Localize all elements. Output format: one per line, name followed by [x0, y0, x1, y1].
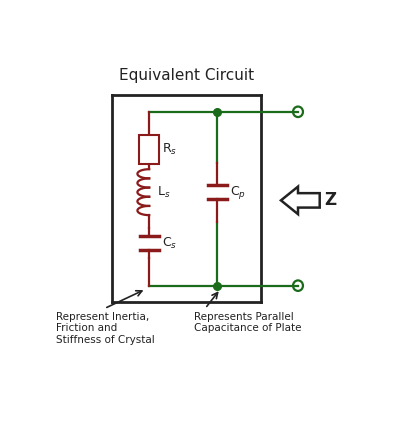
Text: Represent Inertia,
Friction and
Stiffness of Crystal: Represent Inertia, Friction and Stiffnes… — [56, 312, 155, 345]
Bar — [139, 135, 159, 164]
Polygon shape — [281, 187, 320, 214]
Text: L$_s$: L$_s$ — [157, 184, 170, 200]
Text: Z: Z — [324, 191, 336, 209]
Text: Equivalent Circuit: Equivalent Circuit — [119, 68, 254, 83]
Text: R$_s$: R$_s$ — [162, 142, 178, 157]
Text: C$_p$: C$_p$ — [230, 184, 246, 201]
Text: C$_s$: C$_s$ — [162, 236, 177, 250]
Text: Represents Parallel
Capacitance of Plate: Represents Parallel Capacitance of Plate — [194, 312, 302, 334]
